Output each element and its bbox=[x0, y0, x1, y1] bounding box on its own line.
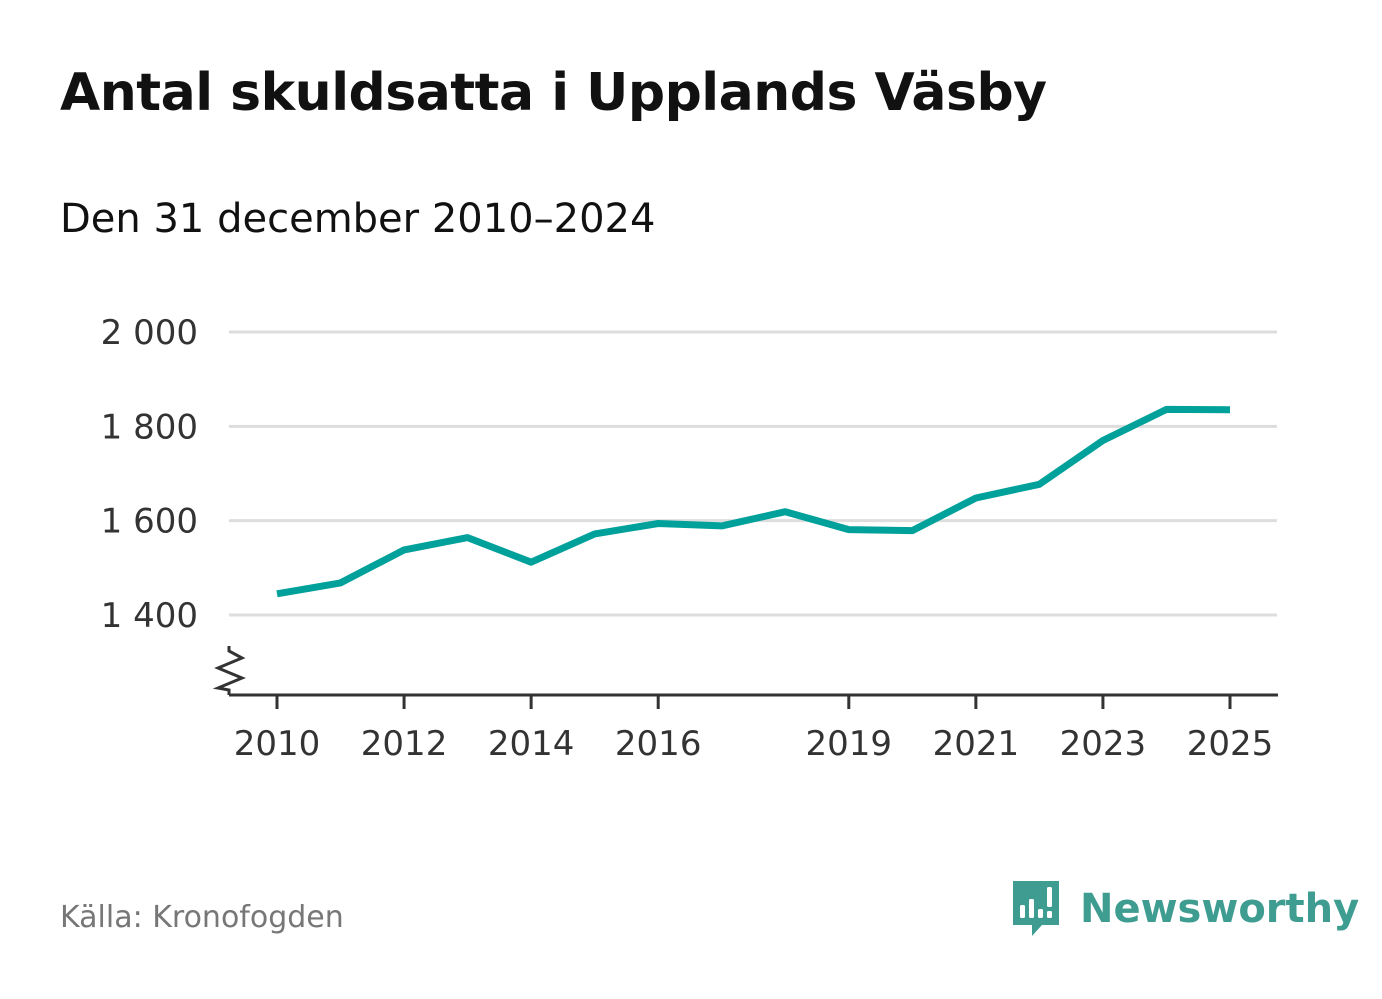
x-tick-label: 2016 bbox=[615, 724, 702, 764]
y-tick-label: 1 400 bbox=[101, 596, 198, 636]
x-tick-label: 2010 bbox=[234, 724, 321, 764]
chart-title: Antal skuldsatta i Upplands Väsby bbox=[60, 63, 1047, 123]
y-tick-label: 2 000 bbox=[101, 313, 198, 353]
x-tick-label: 2025 bbox=[1187, 724, 1274, 764]
brand-logo: Newsworthy bbox=[1010, 878, 1359, 940]
y-tick-label: 1 800 bbox=[101, 407, 198, 447]
axes bbox=[212, 646, 1278, 697]
series-line-0 bbox=[276, 405, 1231, 598]
x-tick-label: 2019 bbox=[806, 724, 893, 764]
brand-name: Newsworthy bbox=[1080, 886, 1360, 932]
x-tick-label: 2012 bbox=[361, 724, 448, 764]
chart-subtitle: Den 31 december 2010–2024 bbox=[60, 196, 656, 242]
y-axis-break-marker bbox=[212, 646, 246, 695]
x-tick-label: 2014 bbox=[488, 724, 575, 764]
y-axis-tick-labels: 1 400 1 600 1 800 2 000 bbox=[101, 313, 198, 636]
newsworthy-logo-icon bbox=[1013, 881, 1059, 936]
series bbox=[276, 405, 1231, 598]
gridlines bbox=[229, 330, 1277, 617]
x-tick-label: 2023 bbox=[1060, 724, 1147, 764]
y-tick-label: 1 600 bbox=[101, 502, 198, 542]
x-tick-label: 2021 bbox=[933, 724, 1020, 764]
x-axis-ticks: 2010 2012 2014 2016 2019 2021 2023 2025 bbox=[234, 695, 1274, 764]
source-note: Källa: Kronofogden bbox=[60, 900, 344, 935]
